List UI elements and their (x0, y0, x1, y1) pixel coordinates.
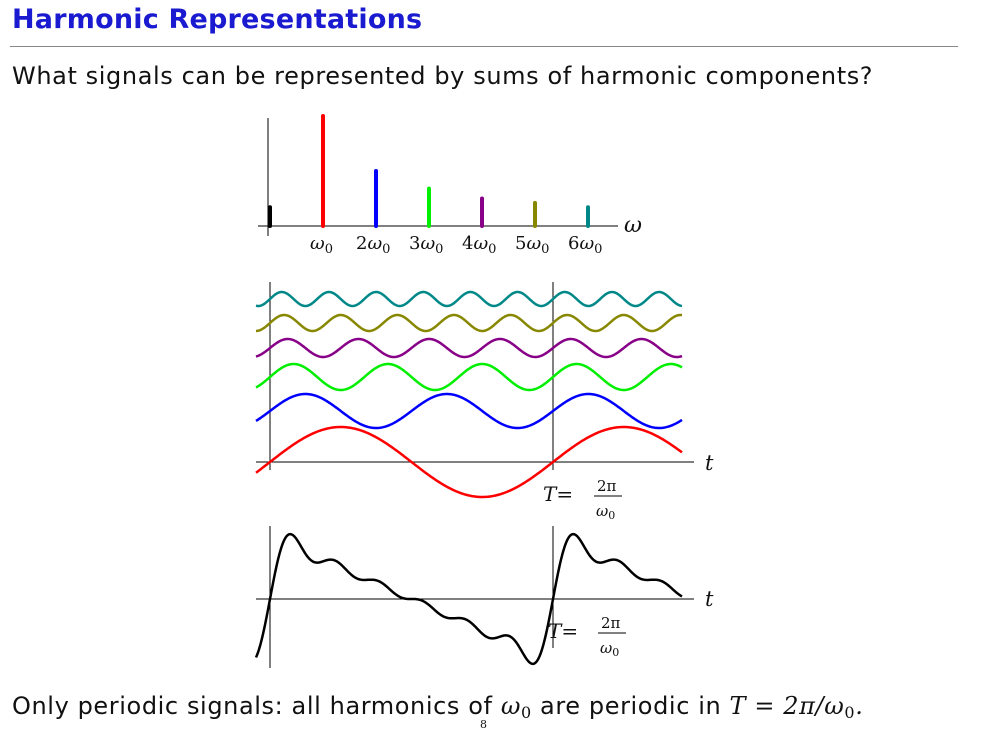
sum-axis-label: t (705, 587, 714, 611)
sum-period-numerator: 2π (601, 614, 621, 632)
period-numerator: 2π (597, 477, 617, 495)
spectrum-axis-label: ω (624, 213, 642, 238)
title-divider (10, 46, 958, 47)
equation-text: T = 2π/ω (729, 692, 845, 720)
components-period-label: T= 2π ω0 (543, 477, 622, 522)
harmonic-wave-1 (255, 425, 683, 499)
harmonic-wave-6 (255, 290, 683, 308)
slide-title: Harmonic Representations (12, 4, 423, 35)
page-number: 8 (480, 718, 487, 731)
question-text: What signals can be represented by sums … (12, 62, 874, 90)
omega-symbol: ω (500, 692, 522, 720)
spectrum-tick-label-3: 3ω0 (409, 233, 443, 257)
harmonic-wave-3 (255, 362, 683, 392)
omega-subscript: 0 (521, 703, 532, 722)
spectrum-tick-label-6: 6ω0 (568, 233, 602, 257)
period-label-text: T= (543, 482, 573, 506)
conclusion-omega0: ω0 (500, 692, 532, 722)
harmonic-wave-5 (255, 313, 683, 333)
sum-period-denominator: ω0 (600, 639, 619, 659)
components-plot: t T= 2π ω0 (255, 282, 714, 522)
conclusion-lead: Only periodic signals: all harmonics of (12, 692, 493, 720)
components-axis-label: t (705, 451, 714, 475)
spectrum-tick-label-2: 2ω0 (356, 233, 390, 257)
conclusion-equation: T = 2π/ω0. (729, 692, 864, 722)
equation-subscript: 0 (844, 703, 856, 722)
harmonic-wave-2 (255, 392, 683, 430)
sum-period-label: T= 2π ω0 (548, 614, 626, 659)
period-denominator: ω0 (596, 502, 615, 522)
harmonic-wave-4 (255, 337, 683, 359)
conclusion-middle: are periodic in (540, 692, 722, 720)
sum-period-label-text: T= (548, 619, 578, 643)
spectrum-tick-label-1: ω0 (310, 233, 333, 257)
spectrum-plot: ω ω0 2ω0 3ω0 4ω0 5ω0 6ω0 (258, 114, 642, 257)
sum-plot: t T= 2π ω0 (254, 526, 714, 668)
spectrum-tick-label-4: 4ω0 (462, 233, 496, 257)
spectrum-tick-label-5: 5ω0 (515, 233, 549, 257)
conclusion-text: Only periodic signals: all harmonics of … (12, 692, 863, 722)
sum-waveform (254, 532, 683, 666)
